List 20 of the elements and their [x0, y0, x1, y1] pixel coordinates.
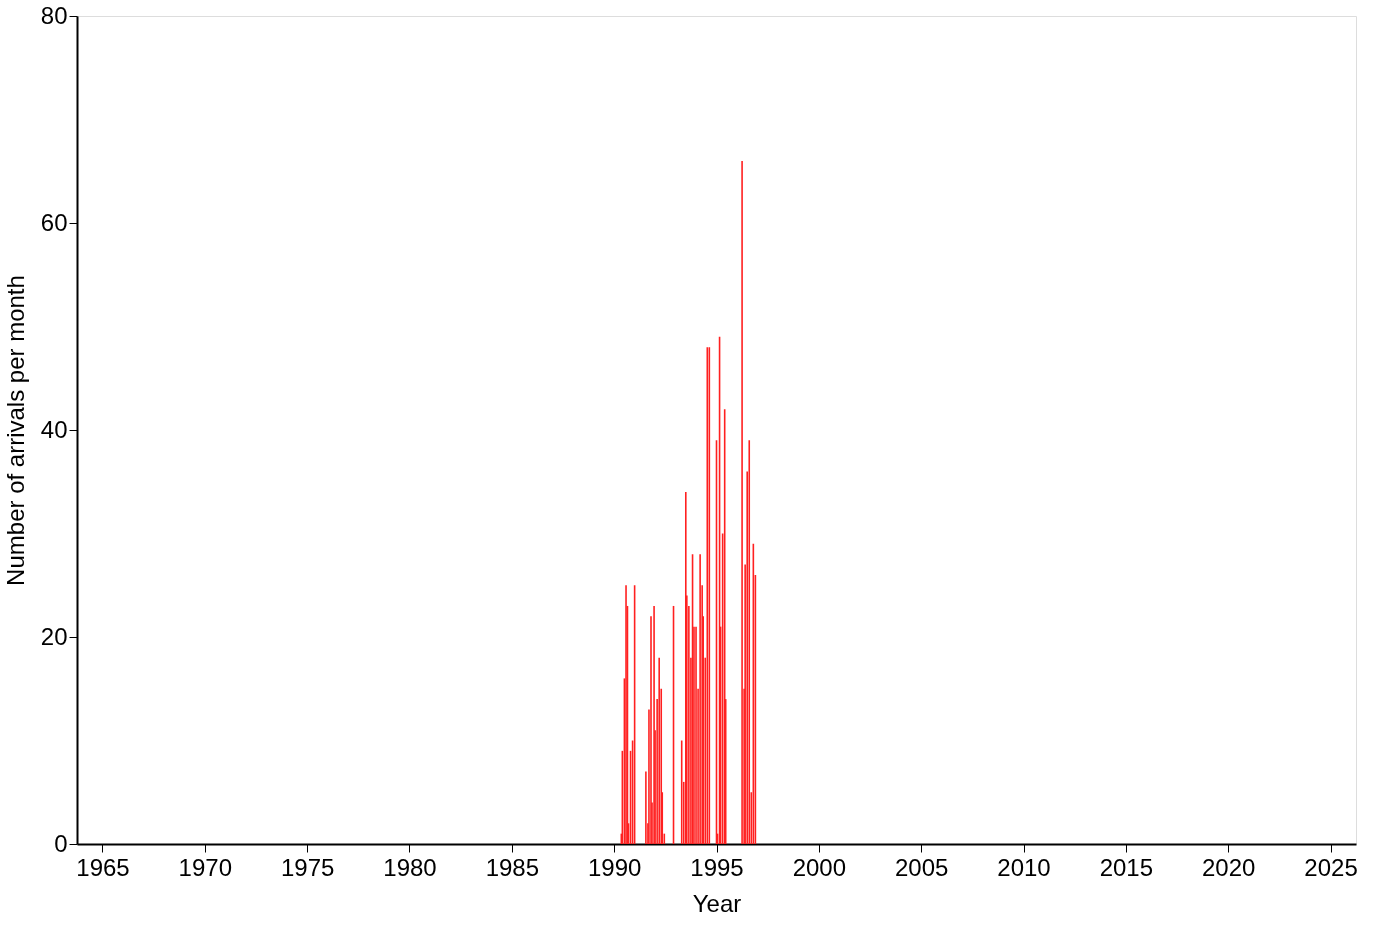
x-tick-label: 1970 — [178, 853, 232, 881]
y-axis-title: Number of arrivals per month — [1, 275, 29, 586]
x-tick-label: 2015 — [1099, 853, 1154, 881]
x-tick-label: 1995 — [690, 853, 744, 881]
y-tick-label: 60 — [40, 208, 68, 236]
x-tick-label: 2010 — [997, 853, 1051, 881]
x-tick-label: 1985 — [485, 853, 540, 881]
y-tick-label: 80 — [40, 1, 68, 29]
x-tick-label: 2020 — [1202, 853, 1256, 881]
x-tick-label: 2000 — [792, 853, 847, 881]
y-tick-label: 0 — [54, 829, 68, 857]
x-axis-title: Year — [692, 889, 742, 917]
y-tick-label: 20 — [40, 622, 68, 650]
x-tick-label: 2005 — [894, 853, 949, 881]
x-tick-label: 1965 — [76, 853, 130, 881]
x-tick-label: 1975 — [280, 853, 335, 881]
x-tick-label: 1980 — [383, 853, 437, 881]
y-tick-label: 40 — [40, 415, 68, 443]
x-tick-label: 1990 — [587, 853, 642, 881]
x-tick-label: 2025 — [1304, 853, 1358, 881]
